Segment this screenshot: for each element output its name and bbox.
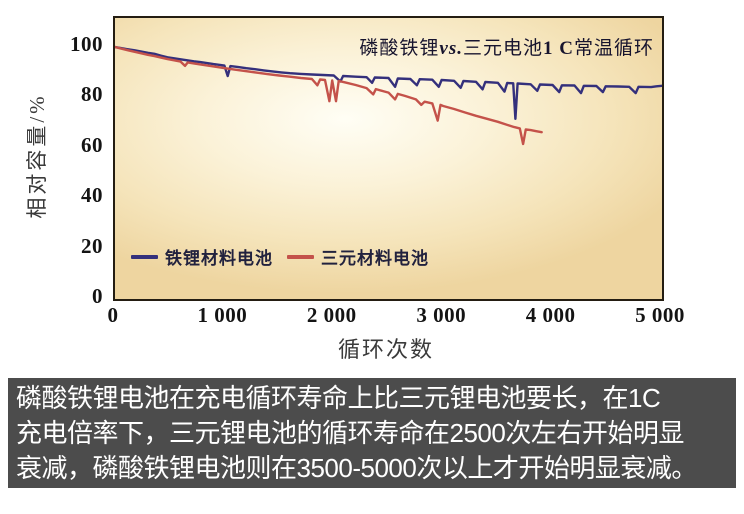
chart-title-vs: vs. <box>439 38 463 59</box>
y-axis-ticks: 0 20 40 60 80 100 <box>0 16 103 308</box>
legend-label: 铁锂材料电池 <box>165 249 273 268</box>
series-line-2 <box>115 45 543 146</box>
x-tick-label: 1 000 <box>197 303 248 327</box>
chart-title-part1: 磷酸铁锂 <box>359 38 440 59</box>
y-tick-label: 60 <box>81 132 103 157</box>
y-tick-label: 80 <box>81 82 103 107</box>
legend-item-1: 铁锂材料电池 <box>131 244 273 269</box>
caption-line-3: 衰减，磷酸铁锂电池则在3500-5000次以上才开始明显衰减。 <box>16 453 697 483</box>
x-tick-label: 2 000 <box>306 303 357 327</box>
legend-swatch-icon <box>287 254 314 259</box>
y-tick-label: 20 <box>81 233 103 258</box>
legend-swatch-icon <box>131 254 158 259</box>
caption-box: 磷酸铁锂电池在充电循环寿命上比三元锂电池要长，在1C 充电倍率下，三元锂电池的循… <box>8 378 736 488</box>
x-tick-label: 4 000 <box>525 303 576 327</box>
series-line-1 <box>115 45 662 121</box>
chart-title-part5: 常温循环 <box>573 38 654 59</box>
plot-area: 磷酸铁锂vs.三元电池1 C常温循环 铁锂材料电池 三元材料电池 <box>113 16 664 301</box>
y-tick-label: 100 <box>70 32 103 56</box>
x-tick-label: 5 000 <box>635 303 685 327</box>
chart-title-rate: 1 C <box>543 38 574 59</box>
y-tick-label: 0 <box>92 284 103 308</box>
chart-title-part3: 三元电池 <box>462 38 543 59</box>
legend-label: 三元材料电池 <box>321 249 429 268</box>
x-tick-label: 3 000 <box>416 303 467 327</box>
y-tick-label: 40 <box>81 183 103 208</box>
x-axis-ticks: 0 1 000 2 000 3 000 4 000 5 000 <box>0 303 744 329</box>
x-tick-label: 0 <box>107 303 119 327</box>
caption-line-2: 充电倍率下，三元锂电池的循环寿命在2500次左右开始明显 <box>16 418 684 448</box>
chart-legend: 铁锂材料电池 三元材料电池 <box>131 244 429 269</box>
caption-line-1: 磷酸铁锂电池在充电循环寿命上比三元锂电池要长，在1C <box>16 383 661 413</box>
x-axis-title: 循环次数 <box>337 337 435 362</box>
chart-title: 磷酸铁锂vs.三元电池1 C常温循环 <box>359 33 654 60</box>
series-plot-svg <box>115 45 662 146</box>
legend-item-2: 三元材料电池 <box>287 244 429 269</box>
battery-cycle-chart: 相对容量/% 0 20 40 60 80 100 磷酸铁锂vs.三元电池1 C常温循环 铁… <box>0 16 744 362</box>
